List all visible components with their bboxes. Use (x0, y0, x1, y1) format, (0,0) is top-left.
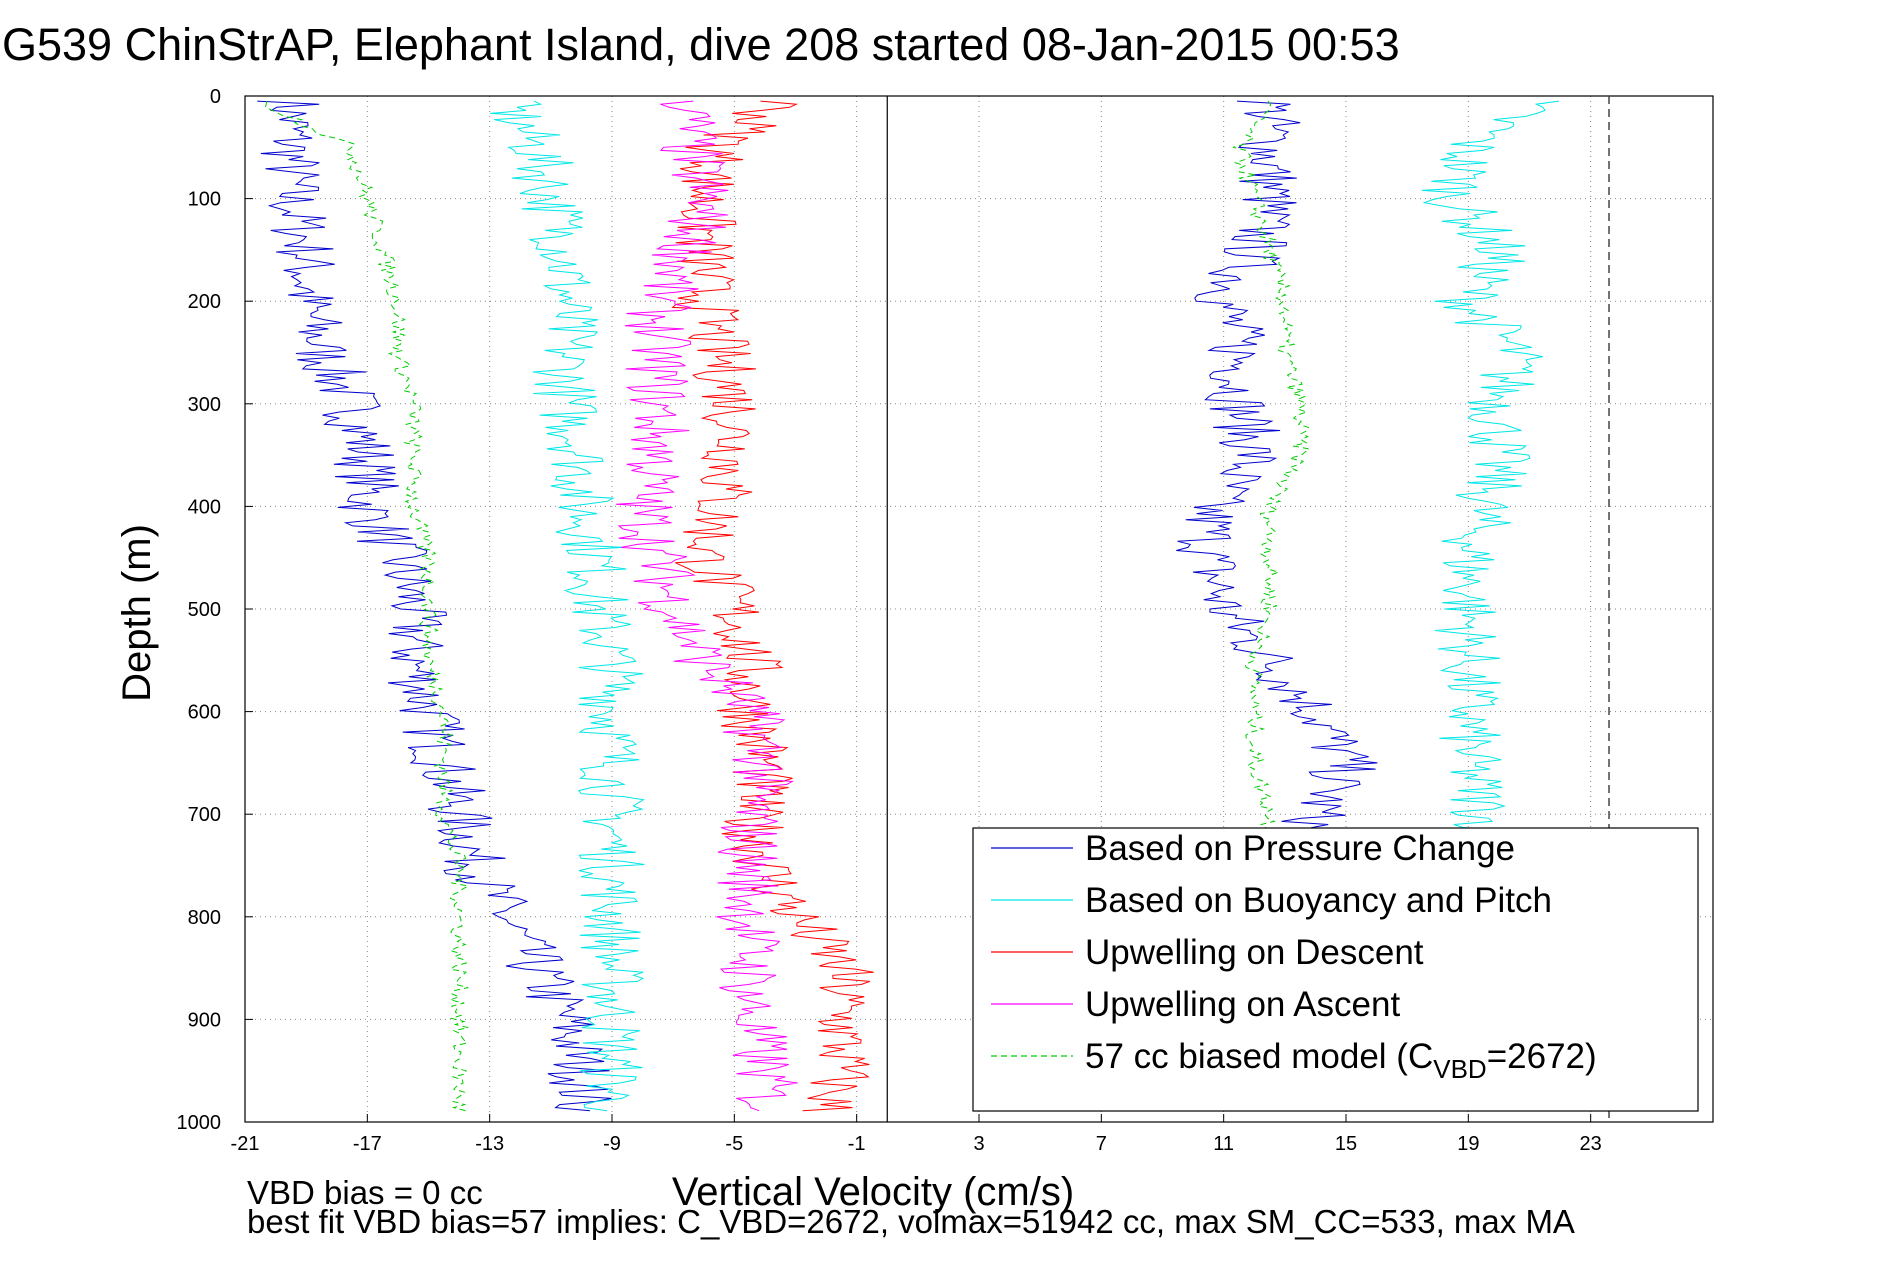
legend-entry: Based on Pressure Change (1085, 829, 1515, 868)
x-axis-label: Vertical Velocity (cm/s) (672, 1170, 1074, 1214)
plot-frame (244, 95, 1714, 1123)
y-tick-label: 600 (188, 702, 221, 724)
series-line-3 (616, 100, 798, 1112)
chart-title: G539 ChinStrAP, Elephant Island, dive 20… (2, 19, 1400, 70)
series-line-2 (671, 100, 874, 1112)
x-tick-label: 7 (1096, 1133, 1107, 1155)
legend-entry: Upwelling on Descent (1085, 933, 1424, 972)
x-tick-label: -21 (231, 1133, 260, 1155)
vbd-bias-annotation: VBD bias = 0 cc (247, 1174, 483, 1211)
legend-entry: Based on Buoyancy and Pitch (1085, 881, 1552, 920)
legend-box (972, 827, 1699, 1112)
y-tick-label: 200 (188, 291, 221, 313)
x-tick-label: 15 (1335, 1133, 1357, 1155)
y-tick-label: 1000 (177, 1112, 222, 1134)
y-tick-label: 500 (188, 599, 221, 621)
legend-entry: Upwelling on Ascent (1085, 985, 1400, 1024)
axes (244, 95, 1714, 1123)
x-tick-label: -9 (603, 1133, 621, 1155)
x-tick-label: 3 (973, 1133, 984, 1155)
legend: Based on Pressure Change Based on Buoyanc… (972, 827, 1699, 1112)
tick-labels: -21 -17 -13 -9 -5 -1 3 7 11 15 19 23010020030040050… (177, 86, 1602, 1155)
x-tick-label: -13 (475, 1133, 504, 1155)
best-fit-annotation: best fit VBD bias=57 implies: C_VBD=2672… (247, 1203, 1575, 1240)
series-descent-line-0 (257, 100, 612, 1112)
x-tick-label: -17 (353, 1133, 382, 1155)
x-tick-label: 19 (1457, 1133, 1479, 1155)
y-axis-label: Depth (m) (115, 524, 159, 702)
x-tick-label: 23 (1580, 1133, 1602, 1155)
y-tick-label: 100 (188, 189, 221, 211)
series-descent-line-4 (264, 101, 470, 1112)
y-tick-label: 300 (188, 394, 221, 416)
x-tick-label: -5 (725, 1133, 743, 1155)
x-tick-label: 11 (1213, 1133, 1234, 1155)
y-tick-label: 700 (188, 804, 221, 826)
y-tick-label: 900 (188, 1009, 221, 1031)
y-tick-label: 800 (188, 907, 221, 929)
x-tick-label: -1 (848, 1133, 866, 1155)
series-descent-line-1 (490, 100, 645, 1112)
y-tick-label: 0 (210, 86, 221, 108)
y-tick-label: 400 (188, 496, 221, 518)
